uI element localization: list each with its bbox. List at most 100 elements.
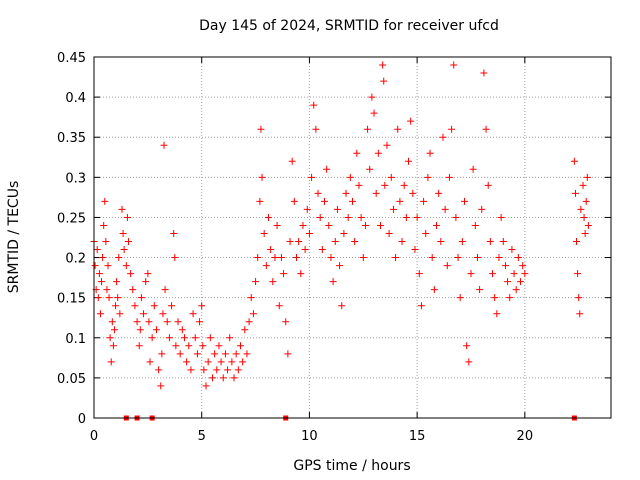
- data-point: [174, 318, 182, 326]
- data-point: [443, 262, 451, 270]
- data-point: [98, 278, 106, 286]
- data-point: [508, 246, 516, 254]
- data-point: [215, 342, 223, 350]
- data-point: [461, 197, 469, 205]
- data-point: [463, 342, 471, 350]
- data-point: [476, 286, 484, 294]
- data-point: [450, 61, 458, 69]
- data-point: [108, 318, 116, 326]
- axis-ticks: 0 0.05 0.1 0.15 0.2 0.25 0.3 0.35 0.4 0.45 0 5 10 15 2…: [57, 51, 611, 444]
- data-point: [405, 157, 413, 165]
- data-point: [482, 125, 490, 133]
- data-point: [342, 189, 350, 197]
- data-point: [380, 77, 388, 85]
- data-point: [236, 342, 244, 350]
- data-point: [364, 125, 372, 133]
- data-point: [514, 254, 522, 262]
- data-point: [116, 310, 124, 318]
- data-point: [467, 270, 475, 278]
- data-point: [512, 286, 520, 294]
- data-point: [445, 173, 453, 181]
- chart-title: Day 145 of 2024, SRMTID for receiver ufc…: [199, 18, 499, 34]
- data-point: [329, 278, 337, 286]
- data-point: [286, 238, 294, 246]
- data-point: [136, 326, 144, 334]
- data-point: [152, 326, 160, 334]
- data-point: [150, 302, 158, 310]
- data-point: [346, 173, 354, 181]
- data-point: [282, 318, 290, 326]
- data-point: [385, 229, 393, 237]
- data-point: [118, 205, 126, 213]
- data-point: [351, 238, 359, 246]
- data-point: [331, 238, 339, 246]
- data-point: [456, 294, 464, 302]
- data-point: [109, 342, 117, 350]
- data-point: [249, 310, 257, 318]
- data-point: [114, 294, 122, 302]
- data-point: [267, 246, 275, 254]
- plot-frame: [93, 56, 612, 419]
- data-point: [435, 189, 443, 197]
- data-point: [506, 294, 514, 302]
- data-point: [424, 173, 432, 181]
- data-point: [145, 318, 153, 326]
- data-point: [234, 366, 242, 374]
- data-point: [135, 342, 143, 350]
- data-point: [129, 286, 137, 294]
- data-point: [160, 141, 168, 149]
- data-point: [217, 358, 225, 366]
- data-point: [96, 310, 104, 318]
- data-point: [94, 294, 102, 302]
- data-point: [521, 270, 529, 278]
- y-tick-label: 0.1: [65, 332, 86, 347]
- data-point: [123, 213, 131, 221]
- data-point: [144, 270, 152, 278]
- data-point: [417, 302, 425, 310]
- data-point: [95, 270, 103, 278]
- data-point: [140, 310, 148, 318]
- data-point: [202, 382, 210, 390]
- data-point: [389, 205, 397, 213]
- data-point: [224, 366, 232, 374]
- data-point: [208, 374, 216, 382]
- data-point: [359, 254, 367, 262]
- data-point: [198, 302, 206, 310]
- data-point: [230, 374, 238, 382]
- data-point: [157, 382, 165, 390]
- data-point: [396, 197, 404, 205]
- data-point: [570, 157, 578, 165]
- data-point: [273, 221, 281, 229]
- data-point: [426, 149, 434, 157]
- x-tick-label: 20: [517, 429, 534, 444]
- data-point: [495, 254, 503, 262]
- data-point: [93, 246, 101, 254]
- data-point: [489, 270, 497, 278]
- data-point: [115, 254, 123, 262]
- data-point: [318, 246, 326, 254]
- data-point: [439, 133, 447, 141]
- data-point: [415, 270, 423, 278]
- data-point: [146, 358, 154, 366]
- data-point: [372, 189, 380, 197]
- data-point: [176, 350, 184, 358]
- grid-lines: [94, 57, 611, 418]
- data-point: [301, 246, 309, 254]
- data-point: [172, 342, 180, 350]
- data-point: [228, 358, 236, 366]
- data-point: [338, 302, 346, 310]
- data-point: [357, 213, 365, 221]
- data-point: [91, 262, 99, 270]
- data-point: [137, 294, 145, 302]
- data-point: [580, 213, 588, 221]
- data-point: [275, 302, 283, 310]
- data-point: [271, 254, 279, 262]
- data-point: [133, 318, 141, 326]
- data-point: [497, 213, 505, 221]
- data-point: [374, 149, 382, 157]
- y-tick-label: 0.15: [57, 292, 86, 307]
- data-point: [262, 262, 270, 270]
- data-point: [163, 318, 171, 326]
- data-point: [353, 149, 361, 157]
- data-point: [314, 189, 322, 197]
